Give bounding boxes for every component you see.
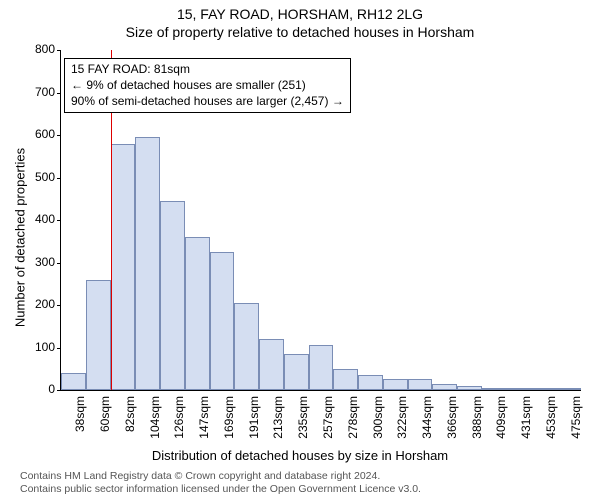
chart-title-description: Size of property relative to detached ho…	[0, 24, 600, 40]
y-axis-label: Number of detached properties	[13, 128, 28, 348]
x-tick-label: 278sqm	[346, 396, 360, 456]
histogram-bar	[259, 339, 284, 390]
y-tick-label: 700	[15, 85, 55, 99]
histogram-bar	[383, 379, 408, 390]
x-tick-label: 169sqm	[222, 396, 236, 456]
y-tick	[57, 50, 61, 51]
annotation-box: 15 FAY ROAD: 81sqm ← 9% of detached hous…	[64, 58, 351, 113]
histogram-bar	[556, 388, 581, 390]
histogram-bar	[457, 386, 482, 390]
x-tick-label: 191sqm	[247, 396, 261, 456]
x-tick-label: 431sqm	[519, 396, 533, 456]
x-tick-label: 82sqm	[123, 396, 137, 456]
y-tick	[57, 305, 61, 306]
x-tick-label: 235sqm	[296, 396, 310, 456]
attribution-line-1: Contains HM Land Registry data © Crown c…	[20, 470, 580, 483]
x-tick-label: 388sqm	[470, 396, 484, 456]
histogram-bar	[358, 375, 383, 390]
histogram-bar	[61, 373, 86, 390]
histogram-bar	[234, 303, 259, 390]
y-tick	[57, 390, 61, 391]
x-tick-label: 322sqm	[395, 396, 409, 456]
histogram-bar	[210, 252, 235, 390]
annotation-line-1: 15 FAY ROAD: 81sqm	[71, 61, 344, 77]
histogram-bar	[160, 201, 185, 390]
x-tick-label: 38sqm	[73, 396, 87, 456]
y-tick-label: 800	[15, 42, 55, 56]
histogram-bar	[86, 280, 111, 391]
histogram-bar	[507, 388, 532, 390]
y-tick	[57, 348, 61, 349]
x-tick-label: 344sqm	[420, 396, 434, 456]
x-tick-label: 257sqm	[321, 396, 335, 456]
histogram-bar	[531, 388, 556, 390]
x-tick-label: 147sqm	[197, 396, 211, 456]
x-tick-label: 475sqm	[569, 396, 583, 456]
histogram-bar	[432, 384, 457, 390]
annotation-line-3: 90% of semi-detached houses are larger (…	[71, 93, 344, 109]
histogram-bar	[482, 388, 507, 390]
y-tick-label: 300	[15, 255, 55, 269]
histogram-bar	[333, 369, 358, 390]
y-tick	[57, 135, 61, 136]
y-tick	[57, 178, 61, 179]
y-tick-label: 0	[15, 382, 55, 396]
histogram-bar	[284, 354, 309, 390]
y-tick	[57, 263, 61, 264]
x-tick-label: 300sqm	[371, 396, 385, 456]
y-tick	[57, 220, 61, 221]
y-tick-label: 600	[15, 127, 55, 141]
y-tick-label: 100	[15, 340, 55, 354]
histogram-bar	[185, 237, 210, 390]
x-tick-label: 104sqm	[148, 396, 162, 456]
histogram-bar	[408, 379, 433, 390]
x-tick-label: 409sqm	[494, 396, 508, 456]
y-tick-label: 400	[15, 212, 55, 226]
attribution-text: Contains HM Land Registry data © Crown c…	[20, 470, 580, 496]
x-tick-label: 60sqm	[98, 396, 112, 456]
histogram-bar	[111, 144, 136, 391]
y-tick-label: 500	[15, 170, 55, 184]
x-tick-label: 126sqm	[172, 396, 186, 456]
x-axis-label: Distribution of detached houses by size …	[0, 448, 600, 463]
x-tick-label: 366sqm	[445, 396, 459, 456]
annotation-line-2: ← 9% of detached houses are smaller (251…	[71, 77, 344, 93]
attribution-line-2: Contains public sector information licen…	[20, 483, 580, 496]
histogram-bar	[135, 137, 160, 390]
chart-title-address: 15, FAY ROAD, HORSHAM, RH12 2LG	[0, 6, 600, 22]
y-tick-label: 200	[15, 297, 55, 311]
histogram-bar	[309, 345, 334, 390]
x-tick-label: 213sqm	[271, 396, 285, 456]
y-tick	[57, 93, 61, 94]
x-tick-label: 453sqm	[544, 396, 558, 456]
